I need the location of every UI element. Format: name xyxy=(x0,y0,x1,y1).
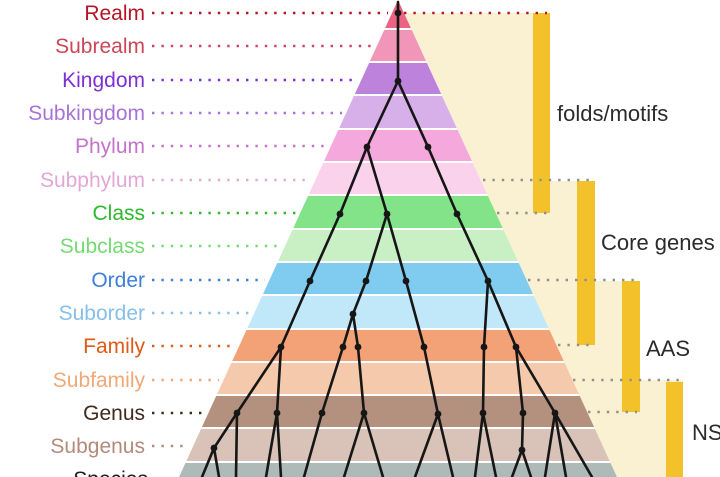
tree-node xyxy=(210,444,218,452)
rank-label-class: Class xyxy=(92,202,145,225)
annotation-label-core-genes: Core genes xyxy=(601,230,715,255)
tree-node xyxy=(420,343,428,351)
tree-node xyxy=(233,409,241,417)
rank-label-species: Species xyxy=(73,468,148,477)
band-phylum xyxy=(179,130,617,161)
bar-aas xyxy=(622,281,640,412)
tree-node xyxy=(479,409,487,417)
annotation-bars xyxy=(533,13,683,477)
annotation-label-ns: NS xyxy=(692,420,720,445)
panel-ns xyxy=(572,380,683,477)
band-subrealm xyxy=(179,30,617,61)
rank-label-family: Family xyxy=(83,335,145,358)
tree-node xyxy=(273,409,281,417)
rank-label-subfamily: Subfamily xyxy=(53,369,146,392)
tree-node xyxy=(512,343,520,351)
tree-node xyxy=(318,409,326,417)
rank-label-subphylum: Subphylum xyxy=(40,169,145,192)
tree-node xyxy=(551,409,559,417)
tree-node xyxy=(363,143,371,151)
rank-labels: Realm Subrealm Kingdom Subkingdom Phylum… xyxy=(28,2,148,477)
tree-node xyxy=(480,343,488,351)
tree-node xyxy=(402,277,410,285)
right-dotted-lines xyxy=(404,11,680,414)
annotation-label-aas: AAS xyxy=(646,336,690,361)
tree-node xyxy=(349,310,357,318)
left-dotted-lines xyxy=(152,11,388,448)
tree-node xyxy=(277,343,285,351)
rank-label-kingdom: Kingdom xyxy=(62,69,145,92)
rank-label-genus: Genus xyxy=(83,402,145,425)
band-family xyxy=(179,330,617,361)
rank-label-suborder: Suborder xyxy=(59,302,145,325)
tree-node xyxy=(519,409,527,417)
band-subgenus xyxy=(179,429,617,461)
annotation-panels xyxy=(404,13,683,477)
rank-label-subrealm: Subrealm xyxy=(55,35,145,58)
tree-nodes xyxy=(210,9,559,454)
tree-node xyxy=(518,446,526,454)
rank-label-subclass: Subclass xyxy=(60,235,145,258)
band-genus xyxy=(179,396,617,427)
bar-ns xyxy=(666,382,683,477)
tree-node xyxy=(434,410,442,418)
rank-label-subgenus: Subgenus xyxy=(50,435,145,458)
panel-folds-motifs xyxy=(404,13,550,213)
tree-node xyxy=(453,210,461,218)
annotation-labels: folds/motifs Core genes AAS NS xyxy=(557,101,720,445)
tree-node xyxy=(394,9,402,17)
tree-node xyxy=(484,277,492,285)
rank-label-phylum: Phylum xyxy=(75,135,145,158)
annotation-label-folds-motifs: folds/motifs xyxy=(557,101,668,126)
tree-node xyxy=(424,143,432,151)
tree-node xyxy=(339,343,347,351)
tree-node xyxy=(383,210,391,218)
tree-node xyxy=(336,210,344,218)
tree-node xyxy=(394,77,402,85)
rank-label-order: Order xyxy=(91,269,145,292)
tree-node xyxy=(362,277,370,285)
rank-label-realm: Realm xyxy=(84,2,145,25)
tree-node xyxy=(306,277,314,285)
bar-folds-motifs xyxy=(533,13,550,213)
band-species xyxy=(179,463,617,477)
tree-node xyxy=(354,343,362,351)
tree-node xyxy=(360,409,368,417)
rank-label-subkingdom: Subkingdom xyxy=(28,102,145,125)
bar-core-genes xyxy=(577,181,595,345)
